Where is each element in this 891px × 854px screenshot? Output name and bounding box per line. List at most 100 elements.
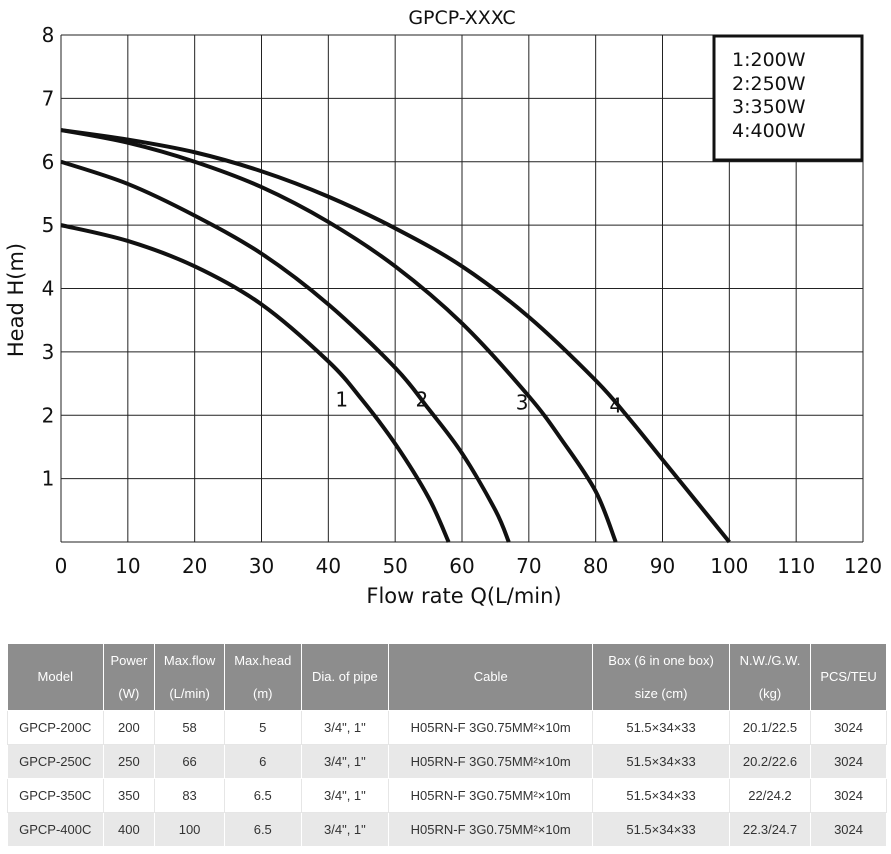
- table-cell: 6.5: [223, 812, 302, 847]
- table-cell: 6: [223, 744, 302, 779]
- table-cell: 3024: [810, 812, 887, 847]
- x-tick-label: 120: [844, 554, 882, 578]
- table-cell: 350: [102, 778, 156, 813]
- column-header-line: Cable: [473, 669, 508, 684]
- y-tick-label: 8: [42, 23, 55, 47]
- curve-label-2: 2: [416, 387, 429, 411]
- curve-label-1: 1: [335, 387, 348, 411]
- legend-entry-2: 2:250W: [732, 73, 806, 95]
- y-tick-label: 7: [42, 86, 55, 110]
- table-cell: 3/4", 1": [300, 778, 390, 813]
- x-tick-label: 110: [777, 554, 815, 578]
- x-tick-label: 100: [710, 554, 748, 578]
- curve-label-3: 3: [516, 391, 529, 415]
- tick-layer: 0 10 20 30 40 50 60 70 80 90 100 110 120 1 2 3 4 5 6 7 8: [42, 23, 882, 578]
- column-header: PCS/TEU: [810, 643, 887, 711]
- table-cell: H05RN-F 3G0.75MM²×10m: [388, 812, 594, 847]
- table-cell: 6.5: [223, 778, 302, 813]
- x-tick-label: 0: [55, 554, 68, 578]
- legend-box: [712, 34, 864, 162]
- curve-3: [60, 128, 618, 543]
- table-cell: 83: [154, 778, 225, 813]
- column-header-line: Model: [37, 669, 73, 684]
- x-tick-label: 30: [249, 554, 274, 578]
- x-axis-label: Flow rate Q(L/min): [366, 584, 561, 608]
- curve-2: [60, 159, 511, 543]
- table-cell: 5: [223, 710, 302, 745]
- table-cell: 66: [154, 744, 225, 779]
- column-header-line: Power: [110, 653, 148, 668]
- table-cell: 51.5×34×33: [592, 812, 730, 847]
- spec-table-body: GPCP-200C 200 58 5 3/4", 1" H05RN-F 3G0.75MM²…: [7, 710, 887, 847]
- column-header: Power (W): [102, 643, 156, 711]
- column-header-line: Dia. of pipe: [312, 669, 378, 684]
- x-tick-label: 70: [516, 554, 541, 578]
- curve-label-4: 4: [609, 394, 622, 418]
- x-tick-label: 10: [115, 554, 140, 578]
- column-header-line: Box (6 in one box): [608, 653, 714, 668]
- column-header-line: (kg): [758, 686, 782, 701]
- column-header: Max.flow (L/min): [154, 643, 225, 711]
- y-tick-label: 3: [42, 340, 55, 364]
- column-header: Cable: [388, 643, 594, 711]
- x-tick-label: 20: [182, 554, 207, 578]
- x-tick-label: 50: [382, 554, 407, 578]
- y-tick-label: 4: [42, 277, 55, 301]
- table-cell: 20.2/22.6: [728, 744, 812, 779]
- column-header: Dia. of pipe: [300, 643, 390, 711]
- table-cell: 22.3/24.7: [728, 812, 812, 847]
- table-header-row: Model Power (W) Max.flow (L/min) Max.head (m) D…: [7, 643, 887, 711]
- curve-layer: 1 2 3 4: [60, 128, 731, 544]
- table-cell: 200: [102, 710, 156, 745]
- table-cell: 400: [102, 812, 156, 847]
- table-cell: 3024: [810, 744, 887, 779]
- legend-entry-3: 3:350W: [732, 96, 806, 118]
- table-cell: 3024: [810, 710, 887, 745]
- table-cell: GPCP-200C: [7, 710, 104, 745]
- column-header-line: size (cm): [634, 686, 688, 701]
- chart-legend: 1:200W 2:250W 3:350W 4:400W: [712, 34, 864, 162]
- chart-title: GPCP-XXXC: [408, 7, 515, 29]
- table-cell: 250: [102, 744, 156, 779]
- spec-table: Model Power (W) Max.flow (L/min) Max.head (m) D…: [7, 643, 887, 847]
- y-tick-label: 6: [42, 150, 55, 174]
- column-header-line: N.W./G.W.: [739, 653, 801, 668]
- column-header: Model: [7, 643, 104, 711]
- table-cell: GPCP-350C: [7, 778, 104, 813]
- table-cell: 20.1/22.5: [728, 710, 812, 745]
- pump-performance-chart: GPCP-XXXC 1 2 3 4 0 10 20 30 40 50 60 70 80 90 100 110…: [4, 7, 882, 608]
- column-header-line: (W): [118, 686, 140, 701]
- curve-1: [60, 223, 451, 543]
- column-header-line: Max.head: [234, 653, 292, 668]
- table-row: GPCP-200C 200 58 5 3/4", 1" H05RN-F 3G0.75MM²…: [7, 710, 887, 745]
- legend-entry-1: 1:200W: [732, 49, 806, 71]
- x-tick-label: 60: [449, 554, 474, 578]
- table-row: GPCP-250C 250 66 6 3/4", 1" H05RN-F 3G0.75MM²…: [7, 744, 887, 779]
- table-cell: H05RN-F 3G0.75MM²×10m: [388, 778, 594, 813]
- table-cell: 3024: [810, 778, 887, 813]
- y-tick-label: 5: [42, 213, 55, 237]
- y-tick-label: 2: [42, 403, 55, 427]
- table-cell: 22/24.2: [728, 778, 812, 813]
- y-axis-label: Head H(m): [4, 243, 28, 357]
- table-cell: 3/4", 1": [300, 744, 390, 779]
- table-cell: GPCP-250C: [7, 744, 104, 779]
- curve-4: [60, 128, 731, 544]
- table-row: GPCP-400C 400 100 6.5 3/4", 1" H05RN-F 3G0.75…: [7, 812, 887, 847]
- y-tick-label: 1: [42, 467, 55, 491]
- table-cell: 51.5×34×33: [592, 710, 730, 745]
- table-cell: 58: [154, 710, 225, 745]
- table-cell: 100: [154, 812, 225, 847]
- table-cell: 51.5×34×33: [592, 744, 730, 779]
- legend-entry-4: 4:400W: [732, 120, 806, 142]
- table-cell: H05RN-F 3G0.75MM²×10m: [388, 710, 594, 745]
- x-tick-label: 80: [583, 554, 608, 578]
- table-cell: H05RN-F 3G0.75MM²×10m: [388, 744, 594, 779]
- column-header-line: (L/min): [169, 686, 210, 701]
- x-tick-label: 40: [316, 554, 341, 578]
- table-cell: 51.5×34×33: [592, 778, 730, 813]
- table-row: GPCP-350C 350 83 6.5 3/4", 1" H05RN-F 3G0.75M…: [7, 778, 887, 813]
- x-tick-label: 90: [650, 554, 675, 578]
- table-cell: 3/4", 1": [300, 710, 390, 745]
- column-header-line: PCS/TEU: [820, 669, 877, 684]
